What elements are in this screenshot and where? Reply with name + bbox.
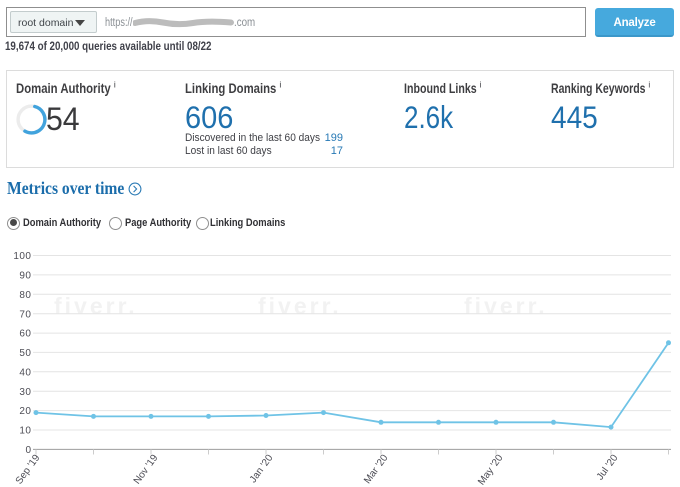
svg-text:80: 80 <box>19 290 31 301</box>
svg-text:Sep '19: Sep '19 <box>14 452 43 486</box>
svg-text:50: 50 <box>19 348 31 359</box>
svg-text:May '20: May '20 <box>476 452 506 487</box>
svg-text:40: 40 <box>19 367 31 378</box>
svg-text:Jan '20: Jan '20 <box>248 452 276 485</box>
svg-text:90: 90 <box>19 271 31 282</box>
svg-text:10: 10 <box>19 426 31 437</box>
svg-text:30: 30 <box>19 387 31 398</box>
svg-text:Nov '19: Nov '19 <box>132 452 161 486</box>
svg-text:70: 70 <box>19 309 31 320</box>
svg-text:Mar '20: Mar '20 <box>362 452 391 486</box>
svg-text:60: 60 <box>19 329 31 340</box>
svg-text:Jul '20: Jul '20 <box>595 452 621 482</box>
svg-text:20: 20 <box>19 406 31 417</box>
svg-text:0: 0 <box>25 445 31 456</box>
svg-text:100: 100 <box>13 251 31 262</box>
